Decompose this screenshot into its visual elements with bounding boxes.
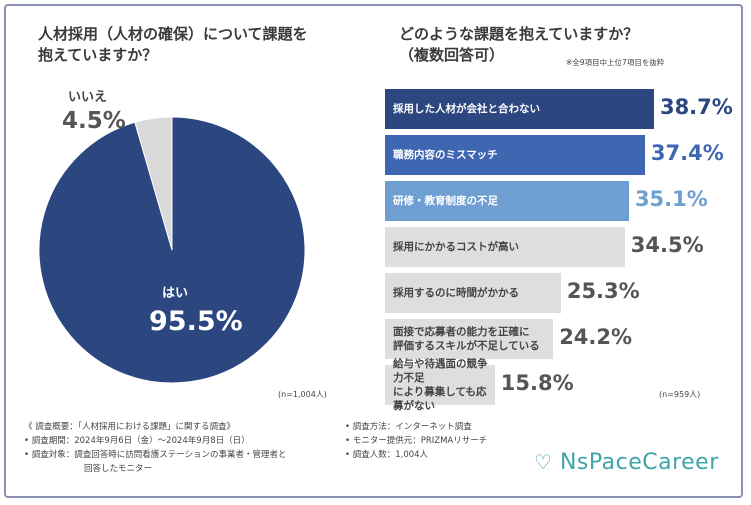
bar-value-1: 38.7% — [659, 95, 733, 119]
bar-5: 採用するのに時間がかかる — [385, 273, 561, 313]
bar-label-line1: 採用するのに時間がかかる — [393, 287, 519, 299]
bar-label-line1: 面接で応募者の能力を正確に — [393, 326, 530, 338]
right-title: どのような課題を抱えていますか？ （複数回答可） — [399, 24, 638, 66]
pie-label-no: いいえ — [68, 90, 108, 105]
bar-label-line2: により募集しても応募がない — [393, 386, 487, 412]
bar-label-line1: 研修・教育制度の不足 — [393, 195, 498, 207]
left-title-line1: 人材採用（人材の確保）について課題を — [38, 25, 308, 43]
bar-4: 採用にかかるコストが高い — [385, 227, 625, 267]
bar-value-7: 15.8% — [500, 371, 574, 395]
bar-value-6: 24.2% — [559, 325, 633, 349]
note: ※全9項目中上位7項目を抜粋 — [566, 58, 665, 67]
bar-label-6: 面接で応募者の能力を正確に 評価するスキルが不足している — [393, 325, 540, 353]
heart-icon: ♡ — [534, 450, 553, 474]
pie-value-yes: 95.5% — [149, 306, 243, 337]
bar-label-line1: 採用にかかるコストが高い — [393, 241, 519, 253]
footer-provider: • モニター提供元：PRIZMAリサーチ — [345, 436, 488, 446]
bar-label-7: 給与や待遇面の競争力不足 により募集しても応募がない — [393, 357, 495, 413]
right-title-line1: どのような課題を抱えていますか？ — [399, 25, 639, 43]
right-title-line2: （複数回答可） — [399, 46, 505, 64]
footer-count: • 調査人数：1,004人 — [345, 450, 429, 460]
pie-label-yes: はい — [162, 286, 189, 301]
left-title-line2: 抱えていますか？ — [38, 46, 158, 64]
footer-target-cont: 回答したモニター — [84, 464, 153, 474]
bar-label-3: 研修・教育制度の不足 — [393, 194, 498, 208]
brand-logo: ♡ NsPaceCareer — [534, 450, 719, 475]
bar-label-line2: 評価するスキルが不足している — [393, 340, 540, 352]
bar-label-1: 採用した人材が会社と合わない — [393, 102, 540, 116]
bar-label-4: 採用にかかるコストが高い — [393, 240, 519, 254]
bar-label-2: 職務内容のミスマッチ — [393, 148, 498, 162]
footer-survey-title: 《 調査概要：「人材採用における課題」に関する調査》 — [24, 422, 235, 432]
pie-value-no: 4.5% — [62, 108, 126, 134]
footer-target: • 調査対象：調査回答時に訪問看護ステーションの事業者・管理者と — [24, 450, 287, 460]
footer-period: • 調査期間：2024年9月6日（金）〜2024年9月8日（日） — [24, 436, 250, 446]
footer-left: 《 調査概要：「人材採用における課題」に関する調査》 • 調査期間：2024年9… — [24, 420, 287, 476]
bar-6: 面接で応募者の能力を正確に 評価するスキルが不足している — [385, 319, 554, 359]
bar-value-4: 34.5% — [630, 233, 704, 257]
footer-right: • 調査方法：インターネット調査 • モニター提供元：PRIZMAリサーチ • … — [345, 420, 487, 462]
logo-text: NsPaceCareer — [559, 450, 719, 475]
bar-7: 給与や待遇面の競争力不足 により募集しても応募がない — [385, 358, 495, 412]
bar-3: 研修・教育制度の不足 — [385, 181, 629, 221]
footer-method: • 調査方法：インターネット調査 — [345, 422, 472, 432]
bar-label-line1: 給与や待遇面の競争力不足 — [393, 358, 488, 384]
bar-value-2: 37.4% — [650, 141, 724, 165]
bar-label-line1: 採用した人材が会社と合わない — [393, 103, 540, 115]
left-title: 人材採用（人材の確保）について課題を 抱えていますか？ — [38, 24, 308, 66]
pie-sample-size: (n=1,004人) — [278, 390, 327, 399]
bar-1: 採用した人材が会社と合わない — [385, 89, 654, 129]
bar-value-5: 25.3% — [566, 279, 640, 303]
pie-slice-no — [134, 116, 173, 251]
frame — [4, 4, 743, 498]
bar-sample-size: (n=959人) — [659, 390, 701, 399]
bar-value-3: 35.1% — [634, 187, 708, 211]
bar-label-line1: 職務内容のミスマッチ — [393, 149, 498, 161]
bar-label-5: 採用するのに時間がかかる — [393, 286, 519, 300]
bar-2: 職務内容のミスマッチ — [385, 135, 645, 175]
